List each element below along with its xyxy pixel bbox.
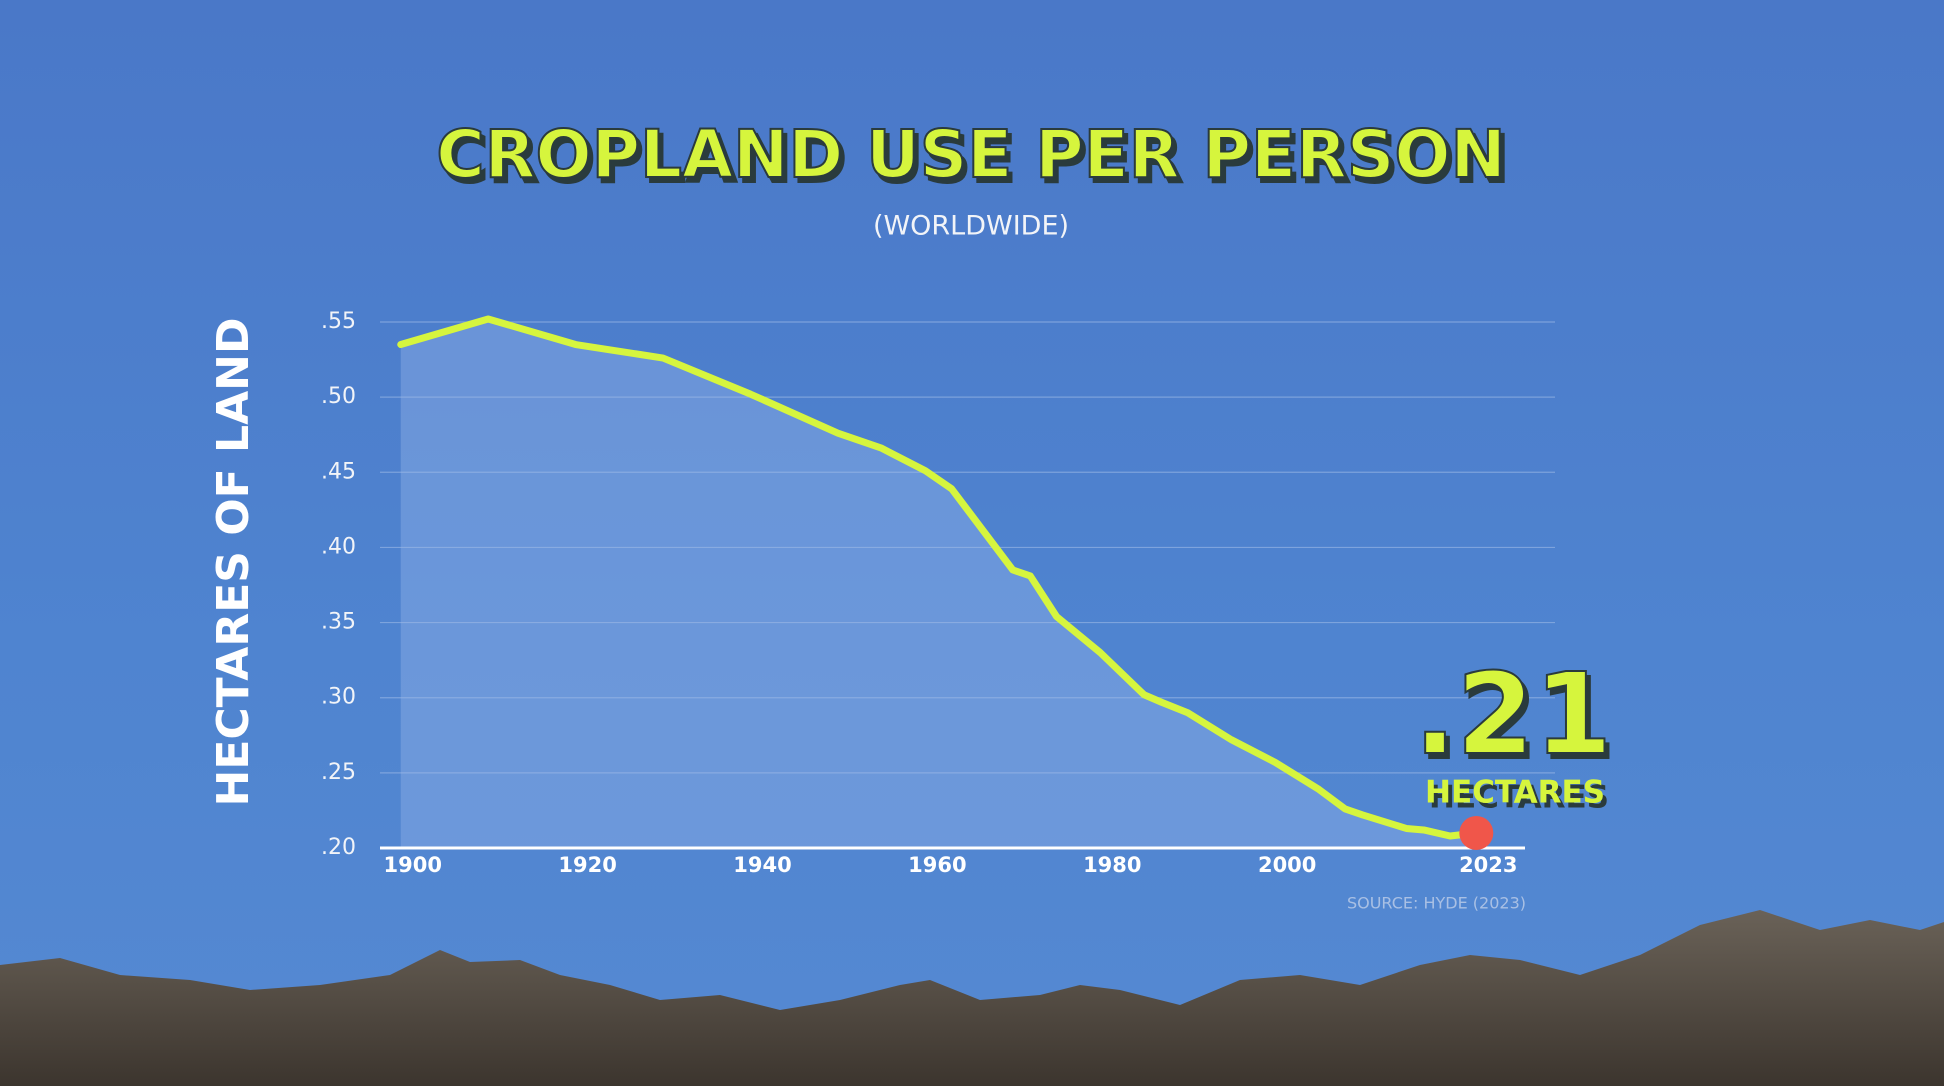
- area: [400, 318, 1477, 849]
- chart-subtitle: (WORLDWIDE): [873, 211, 1069, 242]
- x-tick-label: 2000: [1258, 853, 1316, 877]
- data-line: [397, 315, 1480, 840]
- annotation-unit: HECTARES: [1425, 775, 1605, 811]
- value-annotation: .21: [1414, 650, 1612, 780]
- x-tick-label: 1920: [558, 853, 616, 877]
- y-tick-label: .30: [321, 685, 356, 710]
- y-tick-label: .35: [321, 610, 356, 635]
- source-note: SOURCE: HYDE (2023): [1347, 894, 1526, 913]
- y-tick-label: .50: [321, 384, 356, 409]
- chart-title: CROPLAND USE PER PERSON: [436, 116, 1505, 193]
- y-axis-label: HECTARES OF LAND: [208, 318, 259, 807]
- x-tick-label: 1900: [384, 853, 442, 877]
- soil-decoration: [0, 910, 1944, 1086]
- y-tick-label: .20: [321, 835, 356, 860]
- x-tick-label: 1940: [733, 853, 791, 877]
- y-tick-label: .25: [321, 760, 356, 785]
- x-tick-label: 2023: [1459, 853, 1517, 877]
- x-tick-label: 1980: [1083, 853, 1141, 877]
- x-tick-label: 1960: [908, 853, 966, 877]
- end-marker: [1459, 815, 1494, 850]
- y-tick-label: .40: [321, 534, 356, 559]
- y-tick-label: .45: [321, 459, 356, 484]
- y-tick-label: .55: [321, 309, 356, 334]
